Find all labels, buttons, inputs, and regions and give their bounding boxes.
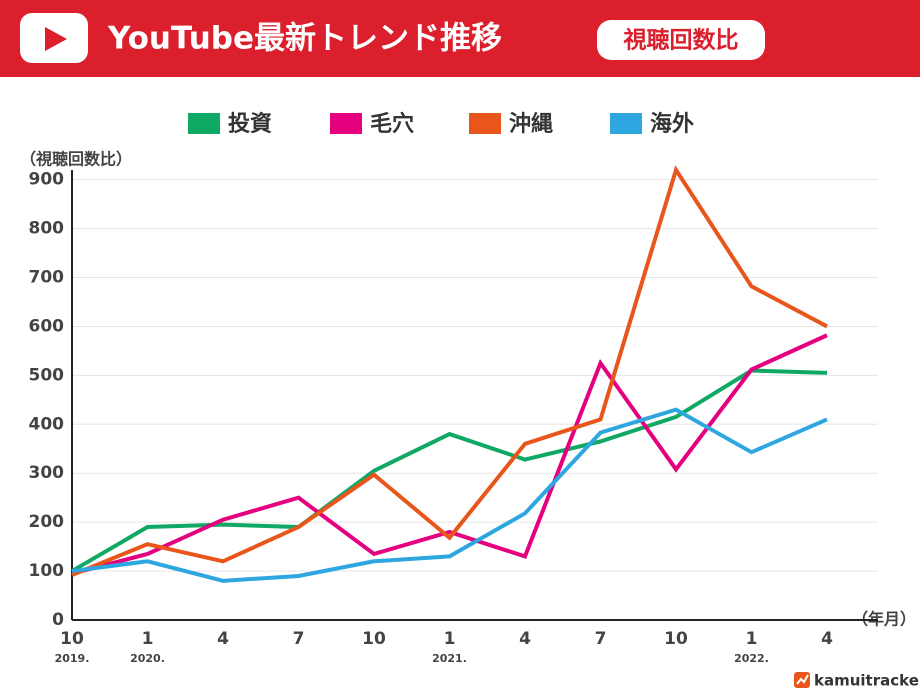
legend-swatch [330, 113, 362, 134]
legend-label: 海外 [650, 111, 694, 137]
series-line [71, 333, 828, 576]
x-tick-label: 4 [821, 629, 833, 649]
legend-label: 投資 [228, 111, 272, 137]
legend-swatch [610, 113, 642, 134]
series-line [71, 165, 828, 577]
y-tick-label: 400 [29, 414, 65, 434]
y-tick-label: 200 [29, 512, 65, 532]
y-tick-label: 900 [29, 170, 65, 190]
legend-swatch [469, 113, 501, 134]
x-tick-label: 7 [293, 629, 305, 649]
legend-label: 沖縄 [509, 112, 553, 137]
legend-swatch [188, 113, 220, 134]
y-tick-label: 700 [29, 268, 65, 288]
x-tick-label: 10 [60, 629, 84, 649]
x-tick-label: 1 [142, 629, 154, 649]
y-axis-label: （視聴回数比） [20, 150, 132, 169]
x-tick-label: 10 [664, 629, 688, 649]
series-line [71, 407, 828, 583]
x-tick-label: 4 [519, 629, 531, 649]
chart-title: YouTube最新トレンド推移 [107, 21, 502, 57]
x-tick-label: 10 [362, 629, 386, 649]
x-tick-label: 1 [444, 629, 456, 649]
y-tick-label: 500 [29, 365, 65, 385]
legend-label: 毛穴 [370, 111, 414, 137]
series-line [70, 368, 828, 573]
subtitle-badge [597, 20, 765, 60]
year-label: 2022. [734, 652, 769, 665]
x-tick-label: 4 [217, 629, 229, 649]
brand: kamuitracker [814, 672, 920, 690]
header-band [0, 0, 920, 77]
year-label: 2021. [432, 652, 467, 665]
play-icon [45, 27, 67, 51]
brand-icon-line [796, 674, 809, 685]
y-tick-label: 300 [29, 463, 65, 483]
y-tick-label: 600 [29, 316, 65, 336]
year-label: 2020. [130, 652, 165, 665]
y-tick-label: 0 [52, 610, 64, 630]
x-tick-label: 7 [595, 629, 607, 649]
x-axis-label: （年月） [852, 610, 916, 629]
x-tick-label: 1 [746, 629, 758, 649]
subtitle: 視聴回数比 [623, 28, 739, 54]
year-label: 2019. [55, 652, 90, 665]
y-tick-label: 100 [29, 561, 65, 581]
y-tick-label: 800 [29, 219, 65, 239]
